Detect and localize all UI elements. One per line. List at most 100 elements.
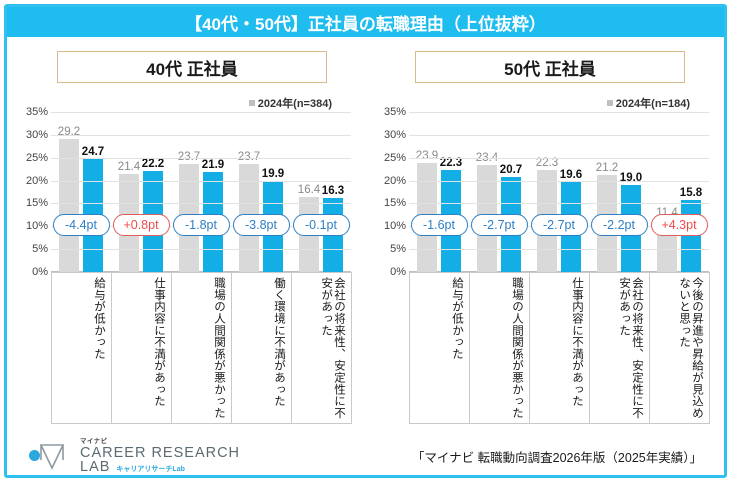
bar-group: 16.4 16.3 [291,112,351,272]
bar-value-label: 22.3 [535,157,559,170]
delta-badge: -0.1pt [292,214,350,236]
delta-badge: +4.3pt [650,214,708,236]
gridline [409,134,709,136]
gridline [51,157,351,159]
category-label: 仕事内容に不満があった [571,277,583,407]
x-axis-line [51,271,351,272]
delta-badge-cell: -0.1pt [291,213,351,237]
bar-value-label: 20.7 [499,164,523,177]
delta-badges-50s: -1.6pt -2.7pt -2.7pt -2.2pt +4.3pt [409,213,709,237]
y-tick-label: 30% [25,128,48,141]
y-tick-label: 20% [383,174,406,187]
panel-heading-box-40s: 40代 正社員 [57,51,327,83]
brand-logo: マイナビ CAREER RESEARCH LAB キャリアリサーチLab [29,438,241,475]
bar-value-label: 19.6 [559,169,583,182]
delta-badge-cell: -1.6pt [409,213,469,237]
legend-40s: 2024年(n=384) [248,95,332,111]
logo-cube-icon [39,443,65,470]
x-axis-line [409,271,709,272]
category-cell: 職場の人間関係が悪かった [469,272,530,424]
delta-badge: -2.7pt [530,214,588,236]
y-tick-label: 5% [32,243,48,256]
legend-50s: 2024年(n=184) [606,95,690,111]
chart-panel-40s: 40代 正社員 2024年(n=384) 35% 30% 25% 20% 15% 10% 5… [7,37,365,437]
infographic-frame: 【40代・50代】正社員の転職理由（上位抜粋） 40代 正社員 2024年(n=… [4,4,727,478]
delta-badge: +0.8pt [112,214,170,236]
gridline [409,249,709,251]
category-label: 働く環境に不満があった [273,277,285,407]
gridline [51,203,351,205]
category-labels-50s: 給与が低かった 職場の人間関係が悪かった 仕事内容に不満があった 会社の将来性、安定性… [409,272,710,424]
bar-groups-50s: 23.9 22.3 23.4 20.7 22.3 19.6 21.2 19.0 11.4 15.8 [409,112,709,272]
delta-badge-cell: +0.8pt [111,213,171,237]
gridline [51,134,351,136]
footer: マイナビ CAREER RESEARCH LAB キャリアリサーチLab 「マイ… [7,437,724,475]
category-cell: 職場の人間関係が悪かった [171,272,232,424]
chart-panel-50s: 50代 正社員 2024年(n=184) 35% 30% 25% 20% 15% 10% 5… [365,37,723,437]
delta-badge-cell: -2.7pt [469,213,529,237]
delta-badge: -2.2pt [590,214,648,236]
bar-value-label: 21.9 [201,158,225,171]
bar-previous-year: 29.2 [58,126,80,272]
bar-group: 21.2 19.0 [589,112,649,272]
delta-badge: -1.6pt [410,214,468,236]
bar-value-label: 22.3 [439,157,463,170]
category-cell: 給与が低かった [409,272,470,424]
page-title: 【40代・50代】正社員の転職理由（上位抜粋） [185,14,546,34]
category-cell: 給与が低かった [51,272,112,424]
category-cell: 仕事内容に不満があった [529,272,590,424]
gridline [409,180,709,182]
bar-group: 22.3 19.6 [529,112,589,272]
category-labels-40s: 給与が低かった 仕事内容に不満があった 職場の人間関係が悪かった 働く環境に不満があっ… [51,272,352,424]
bar-value-label: 22.2 [141,157,165,170]
category-cell: 働く環境に不満があった [231,272,292,424]
bar-group: 23.7 19.9 [231,112,291,272]
category-label: 給与が低かった [93,277,105,360]
category-cell: 仕事内容に不満があった [111,272,172,424]
bar-groups-40s: 29.2 24.7 21.4 22.2 23.7 21.9 23.7 19.9 16.4 16.3 [51,112,351,272]
y-tick-label: 10% [25,220,48,233]
panel-heading-40s: 40代 正社員 [146,59,238,79]
bar-value-label: 21.2 [595,162,619,175]
delta-badge-cell: +4.3pt [649,213,709,237]
delta-badges-40s: -4.4pt +0.8pt -1.8pt -3.8pt -0.1pt [51,213,351,237]
bar-value-label: 23.9 [415,149,439,162]
category-cell: 今後の昇進や昇給が見込めないと思った [649,272,710,424]
gridline [409,112,709,113]
category-label: 会社の将来性、安定性に不安があった [618,277,643,419]
bar-group: 29.2 24.7 [51,112,111,272]
source-note: 「マイナビ 転職動向調査2026年版（2025年実績）」 [411,451,702,465]
legend-label-50s: 2024年(n=184) [615,98,690,110]
category-label: 職場の人間関係が悪かった [213,277,225,419]
category-label: 職場の人間関係が悪かった [511,277,523,419]
delta-badge: -3.8pt [232,214,290,236]
gridline [51,249,351,251]
y-axis-50s: 35% 30% 25% 20% 15% 10% 5% 0% [365,106,409,278]
logo-text: マイナビ CAREER RESEARCH LAB キャリアリサーチLab [80,438,241,475]
y-tick-label: 35% [383,106,406,118]
bar-value-label: 24.7 [81,146,105,159]
legend-swatch-icon [606,100,613,106]
title-band: 【40代・50代】正社員の転職理由（上位抜粋） [7,7,724,37]
delta-badge: -1.8pt [172,214,230,236]
y-tick-label: 15% [25,197,48,210]
bar-value-label: 15.8 [679,186,703,199]
y-tick-label: 5% [390,243,406,256]
gridline [51,180,351,182]
y-tick-label: 25% [25,151,48,164]
bar-group: 21.4 22.2 [111,112,171,272]
delta-badge-cell: -2.7pt [529,213,589,237]
delta-badge-cell: -3.8pt [231,213,291,237]
bar-group: 23.9 22.3 [409,112,469,272]
category-cell: 会社の将来性、安定性に不安があった [589,272,650,424]
gridline [409,203,709,205]
bar-value-label: 23.7 [237,150,261,163]
y-tick-label: 35% [25,106,48,118]
delta-badge-cell: -2.2pt [589,213,649,237]
y-tick-label: 30% [383,128,406,141]
delta-badge-cell: -1.8pt [171,213,231,237]
logo-line-1: CAREER RESEARCH [80,444,241,461]
logo-sub-lab: キャリアリサーチLab [116,465,185,473]
plot-area-50s: 23.9 22.3 23.4 20.7 22.3 19.6 21.2 19.0 11.4 15.8 [409,112,709,272]
y-tick-label: 25% [383,151,406,164]
